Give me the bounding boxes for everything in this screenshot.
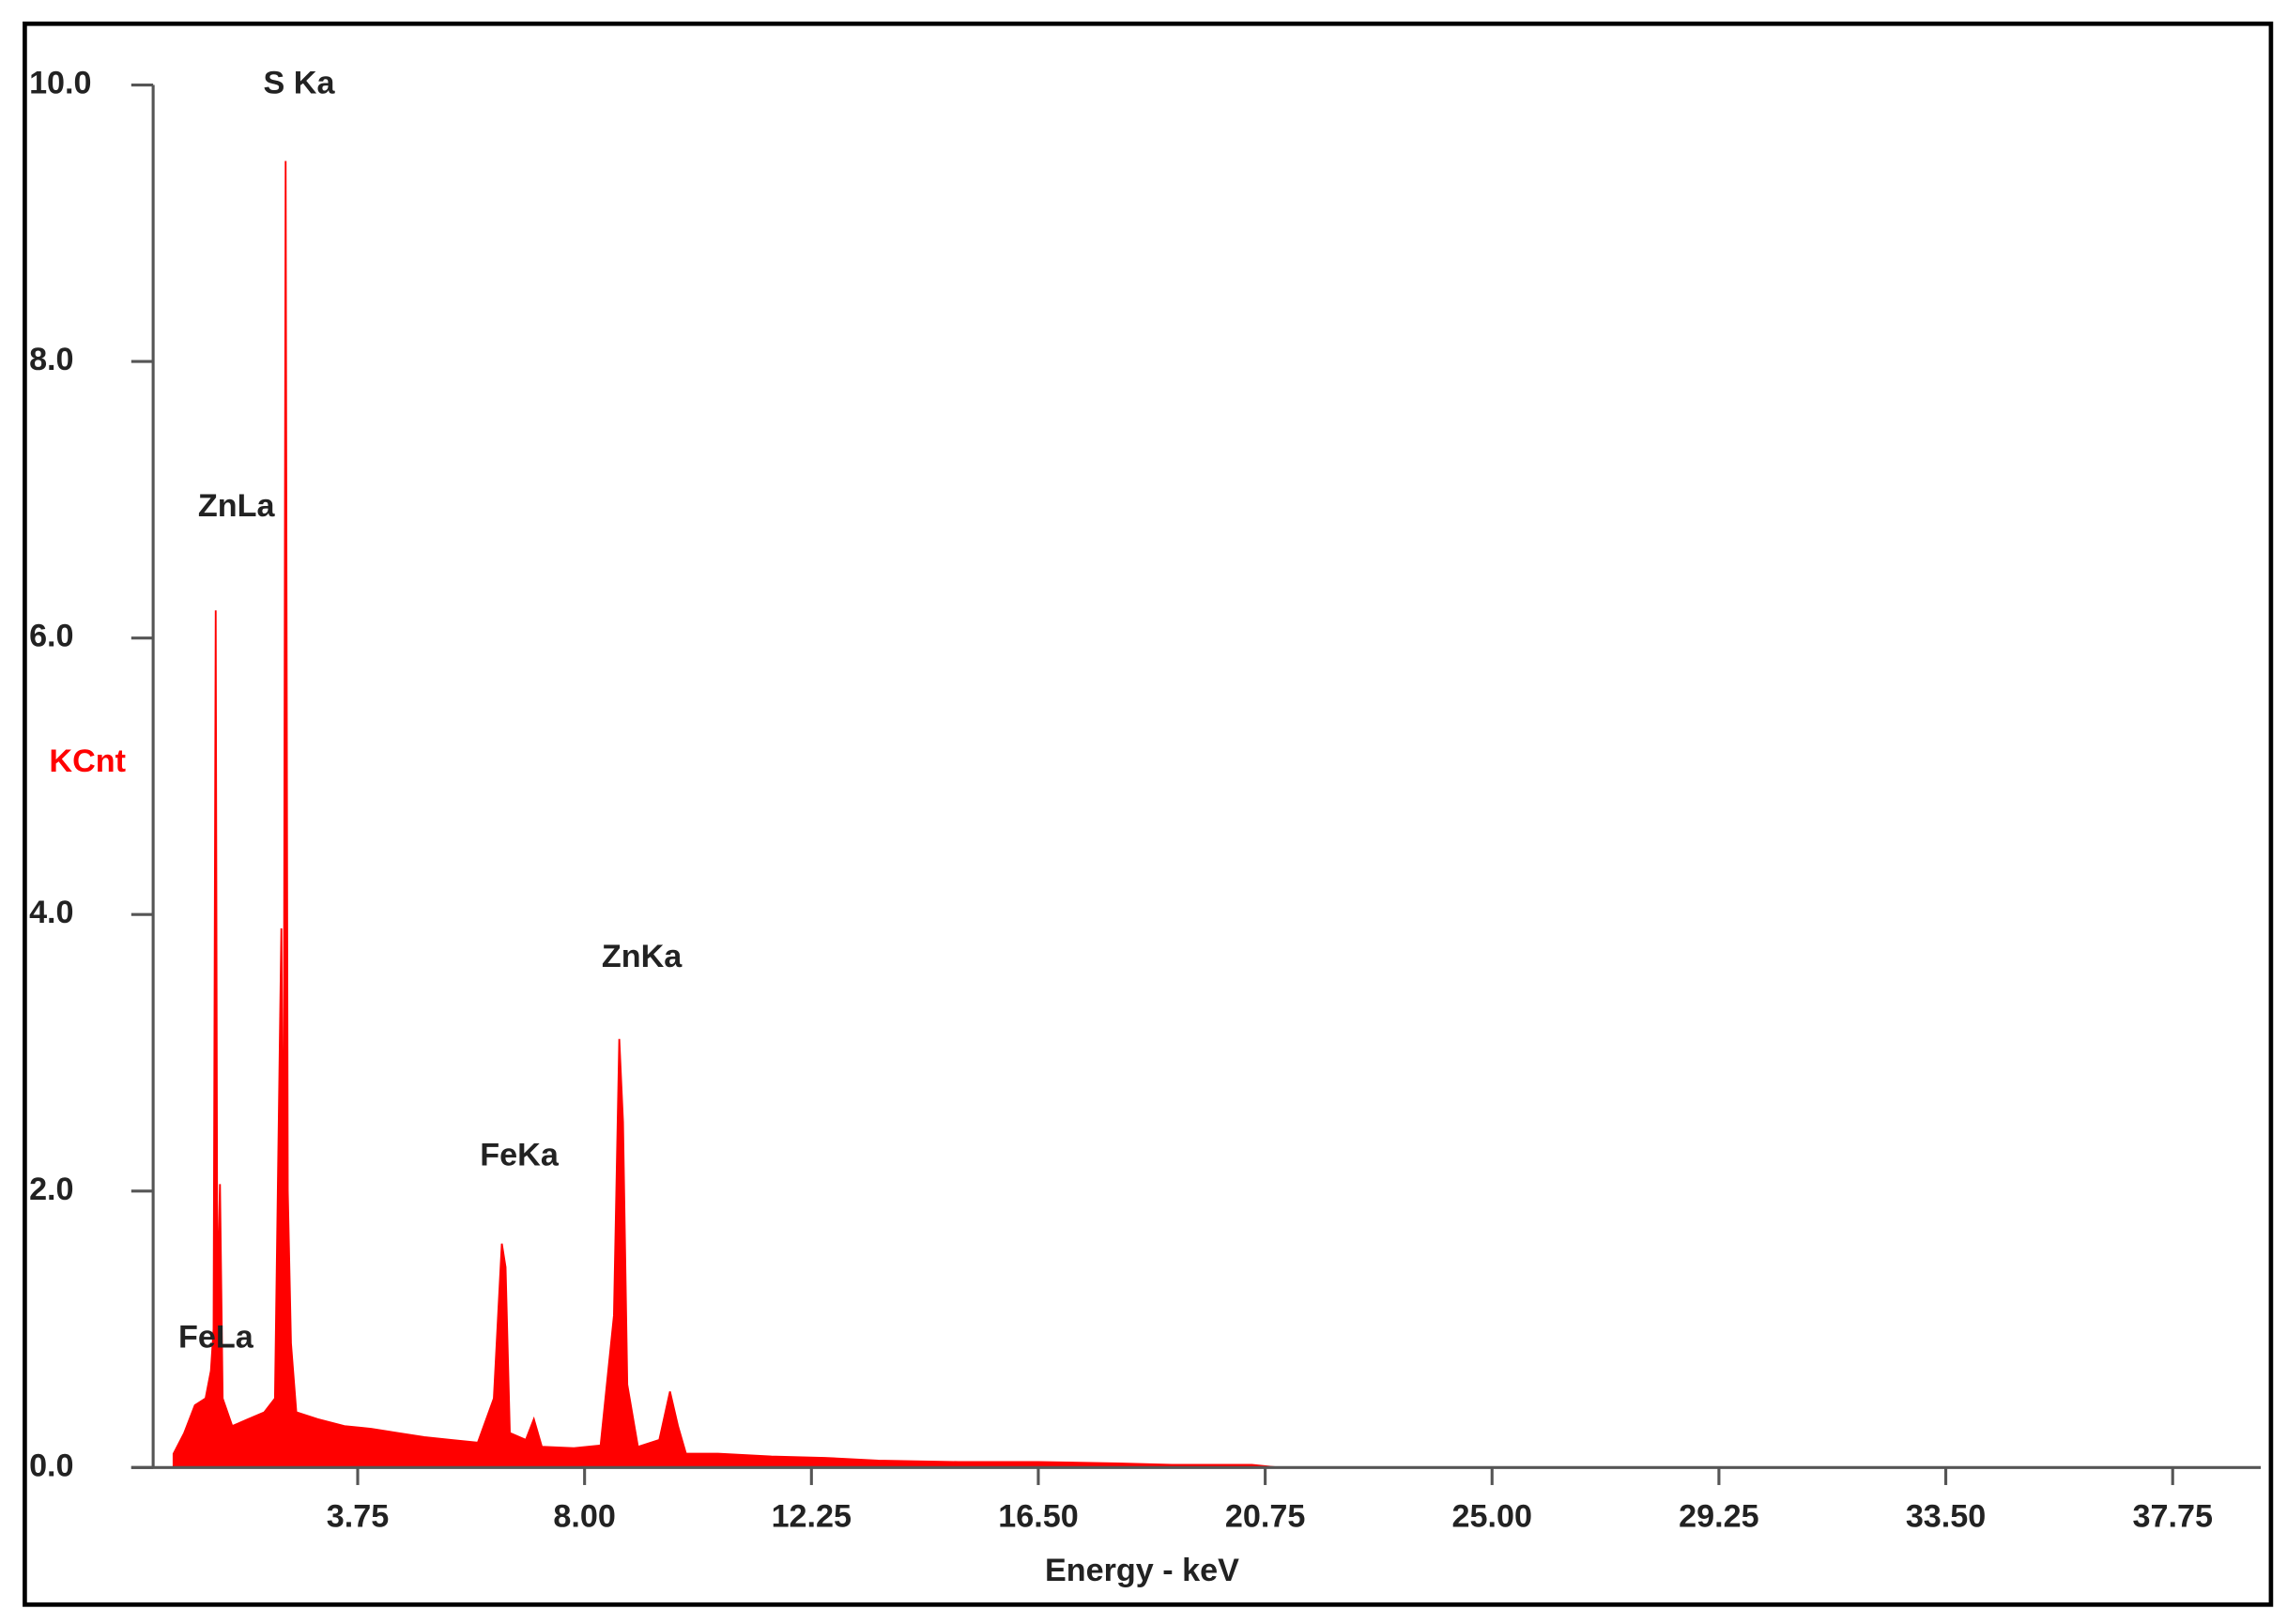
y-tick-label: 6.0 (29, 619, 73, 654)
x-tick-label: 20.75 (1225, 1499, 1305, 1535)
frame (23, 21, 2274, 1607)
y-axis-label: KCnt (49, 743, 126, 779)
x-tick-label: 33.50 (1906, 1499, 1986, 1535)
peak-label: FeLa (178, 1320, 254, 1356)
x-axis-label: Energy - keV (1045, 1553, 1239, 1588)
y-tick-label: 0.0 (29, 1448, 73, 1483)
spectrum-area (172, 161, 2262, 1469)
x-tick-label: 8.00 (553, 1499, 615, 1535)
y-tick-label: 4.0 (29, 895, 73, 930)
x-tick-label: 25.00 (1452, 1499, 1532, 1535)
y-tick-label: 2.0 (29, 1172, 73, 1207)
x-tick-label: 12.25 (772, 1499, 852, 1535)
peak-label: S Ka (264, 66, 336, 101)
x-tick-label: 29.25 (1679, 1499, 1758, 1535)
x-tick-label: 16.50 (998, 1499, 1078, 1535)
x-tick-label: 37.75 (2132, 1499, 2212, 1535)
x-tick-label: 3.75 (327, 1499, 389, 1535)
peak-label: ZnKa (602, 939, 683, 974)
y-tick-label: 8.0 (29, 342, 73, 377)
y-tick-label: 10.0 (29, 66, 91, 101)
peak-label: ZnLa (198, 488, 276, 524)
peak-label: FeKa (480, 1137, 560, 1172)
